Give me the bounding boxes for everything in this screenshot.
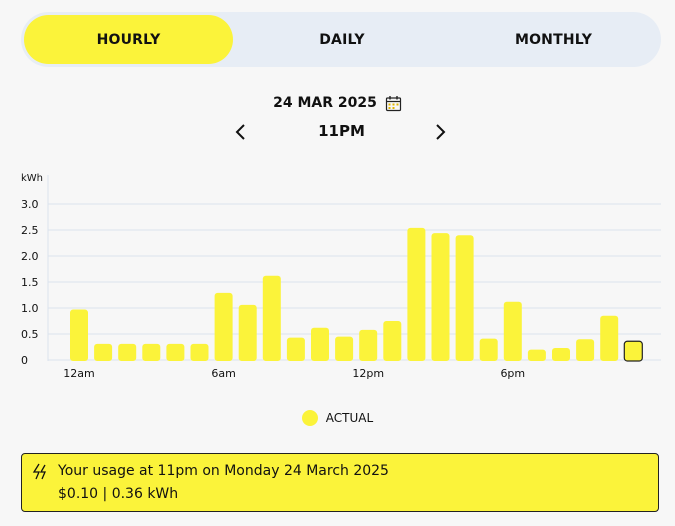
bar[interactable] xyxy=(455,235,474,361)
x-tick-label: 12pm xyxy=(352,367,384,380)
bar[interactable] xyxy=(142,343,161,361)
legend-label: ACTUAL xyxy=(325,411,374,425)
y-ticks: 0 0.5 1.0 1.5 2.0 2.5 3.0 xyxy=(21,198,39,367)
summary-headline: Your usage at 11pm on Monday 24 March 20… xyxy=(58,463,389,479)
bar[interactable] xyxy=(311,327,329,361)
bars xyxy=(70,227,643,362)
x-tick-label: 12am xyxy=(63,367,94,380)
bar[interactable] xyxy=(118,343,137,361)
summary-cost-usage: $0.10 | 0.36 kWh xyxy=(58,486,179,502)
bar[interactable] xyxy=(94,343,113,361)
period-tabs: HOURLY DAILY MONTHLY xyxy=(21,12,661,67)
bar[interactable] xyxy=(214,292,233,361)
y-tick-label: 0.5 xyxy=(21,328,39,341)
tab-monthly-label: MONTHLY xyxy=(514,31,593,48)
tab-daily[interactable]: DAILY xyxy=(237,15,447,64)
bar[interactable] xyxy=(503,301,522,361)
lightning-icon xyxy=(32,463,50,481)
chart-legend: ACTUAL xyxy=(0,408,675,428)
y-tick-label: 2.0 xyxy=(21,250,39,263)
bar[interactable] xyxy=(407,227,426,361)
x-ticks: 12am 6am 12pm 6pm xyxy=(63,367,525,380)
y-tick-label: 2.5 xyxy=(21,224,39,237)
y-axis-label: kWh xyxy=(21,173,43,184)
y-tick-label: 1.0 xyxy=(21,302,39,315)
legend-swatch xyxy=(301,410,318,426)
hour-navigator: 11PM xyxy=(0,120,675,144)
bar[interactable] xyxy=(600,315,619,361)
date-selector[interactable]: 24 MAR 2025 xyxy=(0,92,675,114)
bar[interactable] xyxy=(166,343,185,361)
y-tick-label: 1.5 xyxy=(21,276,39,289)
bar[interactable] xyxy=(431,233,450,361)
bar[interactable] xyxy=(335,336,354,361)
bar[interactable] xyxy=(576,339,595,361)
tab-daily-label: DAILY xyxy=(319,31,365,48)
bar[interactable] xyxy=(479,338,498,361)
tab-hourly-label: HOURLY xyxy=(96,31,161,48)
y-tick-label: 3.0 xyxy=(21,198,39,211)
calendar-icon[interactable] xyxy=(385,95,402,112)
y-tick-label: 0 xyxy=(21,354,28,367)
usage-bar-chart: kWh 0 0.5 1.0 1.5 2.0 2.5 3.0 12am 6am 12pm 6pm xyxy=(21,173,661,380)
grid-lines xyxy=(48,203,661,361)
chevron-right-icon[interactable] xyxy=(430,122,450,142)
bar[interactable] xyxy=(238,304,257,361)
chevron-left-icon[interactable] xyxy=(231,122,251,142)
usage-summary-card: Your usage at 11pm on Monday 24 March 20… xyxy=(21,453,659,512)
date-label: 24 MAR 2025 xyxy=(273,95,377,111)
x-tick-label: 6pm xyxy=(500,367,525,380)
bar[interactable] xyxy=(286,337,305,361)
tab-monthly[interactable]: MONTHLY xyxy=(449,15,658,64)
bar-selected[interactable] xyxy=(623,340,643,362)
bar[interactable] xyxy=(527,349,546,361)
bar[interactable] xyxy=(262,275,281,361)
x-tick-label: 6am xyxy=(211,367,235,380)
bar[interactable] xyxy=(383,321,402,361)
hour-label: 11PM xyxy=(318,122,365,140)
bar[interactable] xyxy=(359,329,378,361)
bar[interactable] xyxy=(190,343,209,361)
bar[interactable] xyxy=(552,348,570,361)
bar[interactable] xyxy=(70,309,88,361)
tab-hourly[interactable]: HOURLY xyxy=(24,15,233,64)
